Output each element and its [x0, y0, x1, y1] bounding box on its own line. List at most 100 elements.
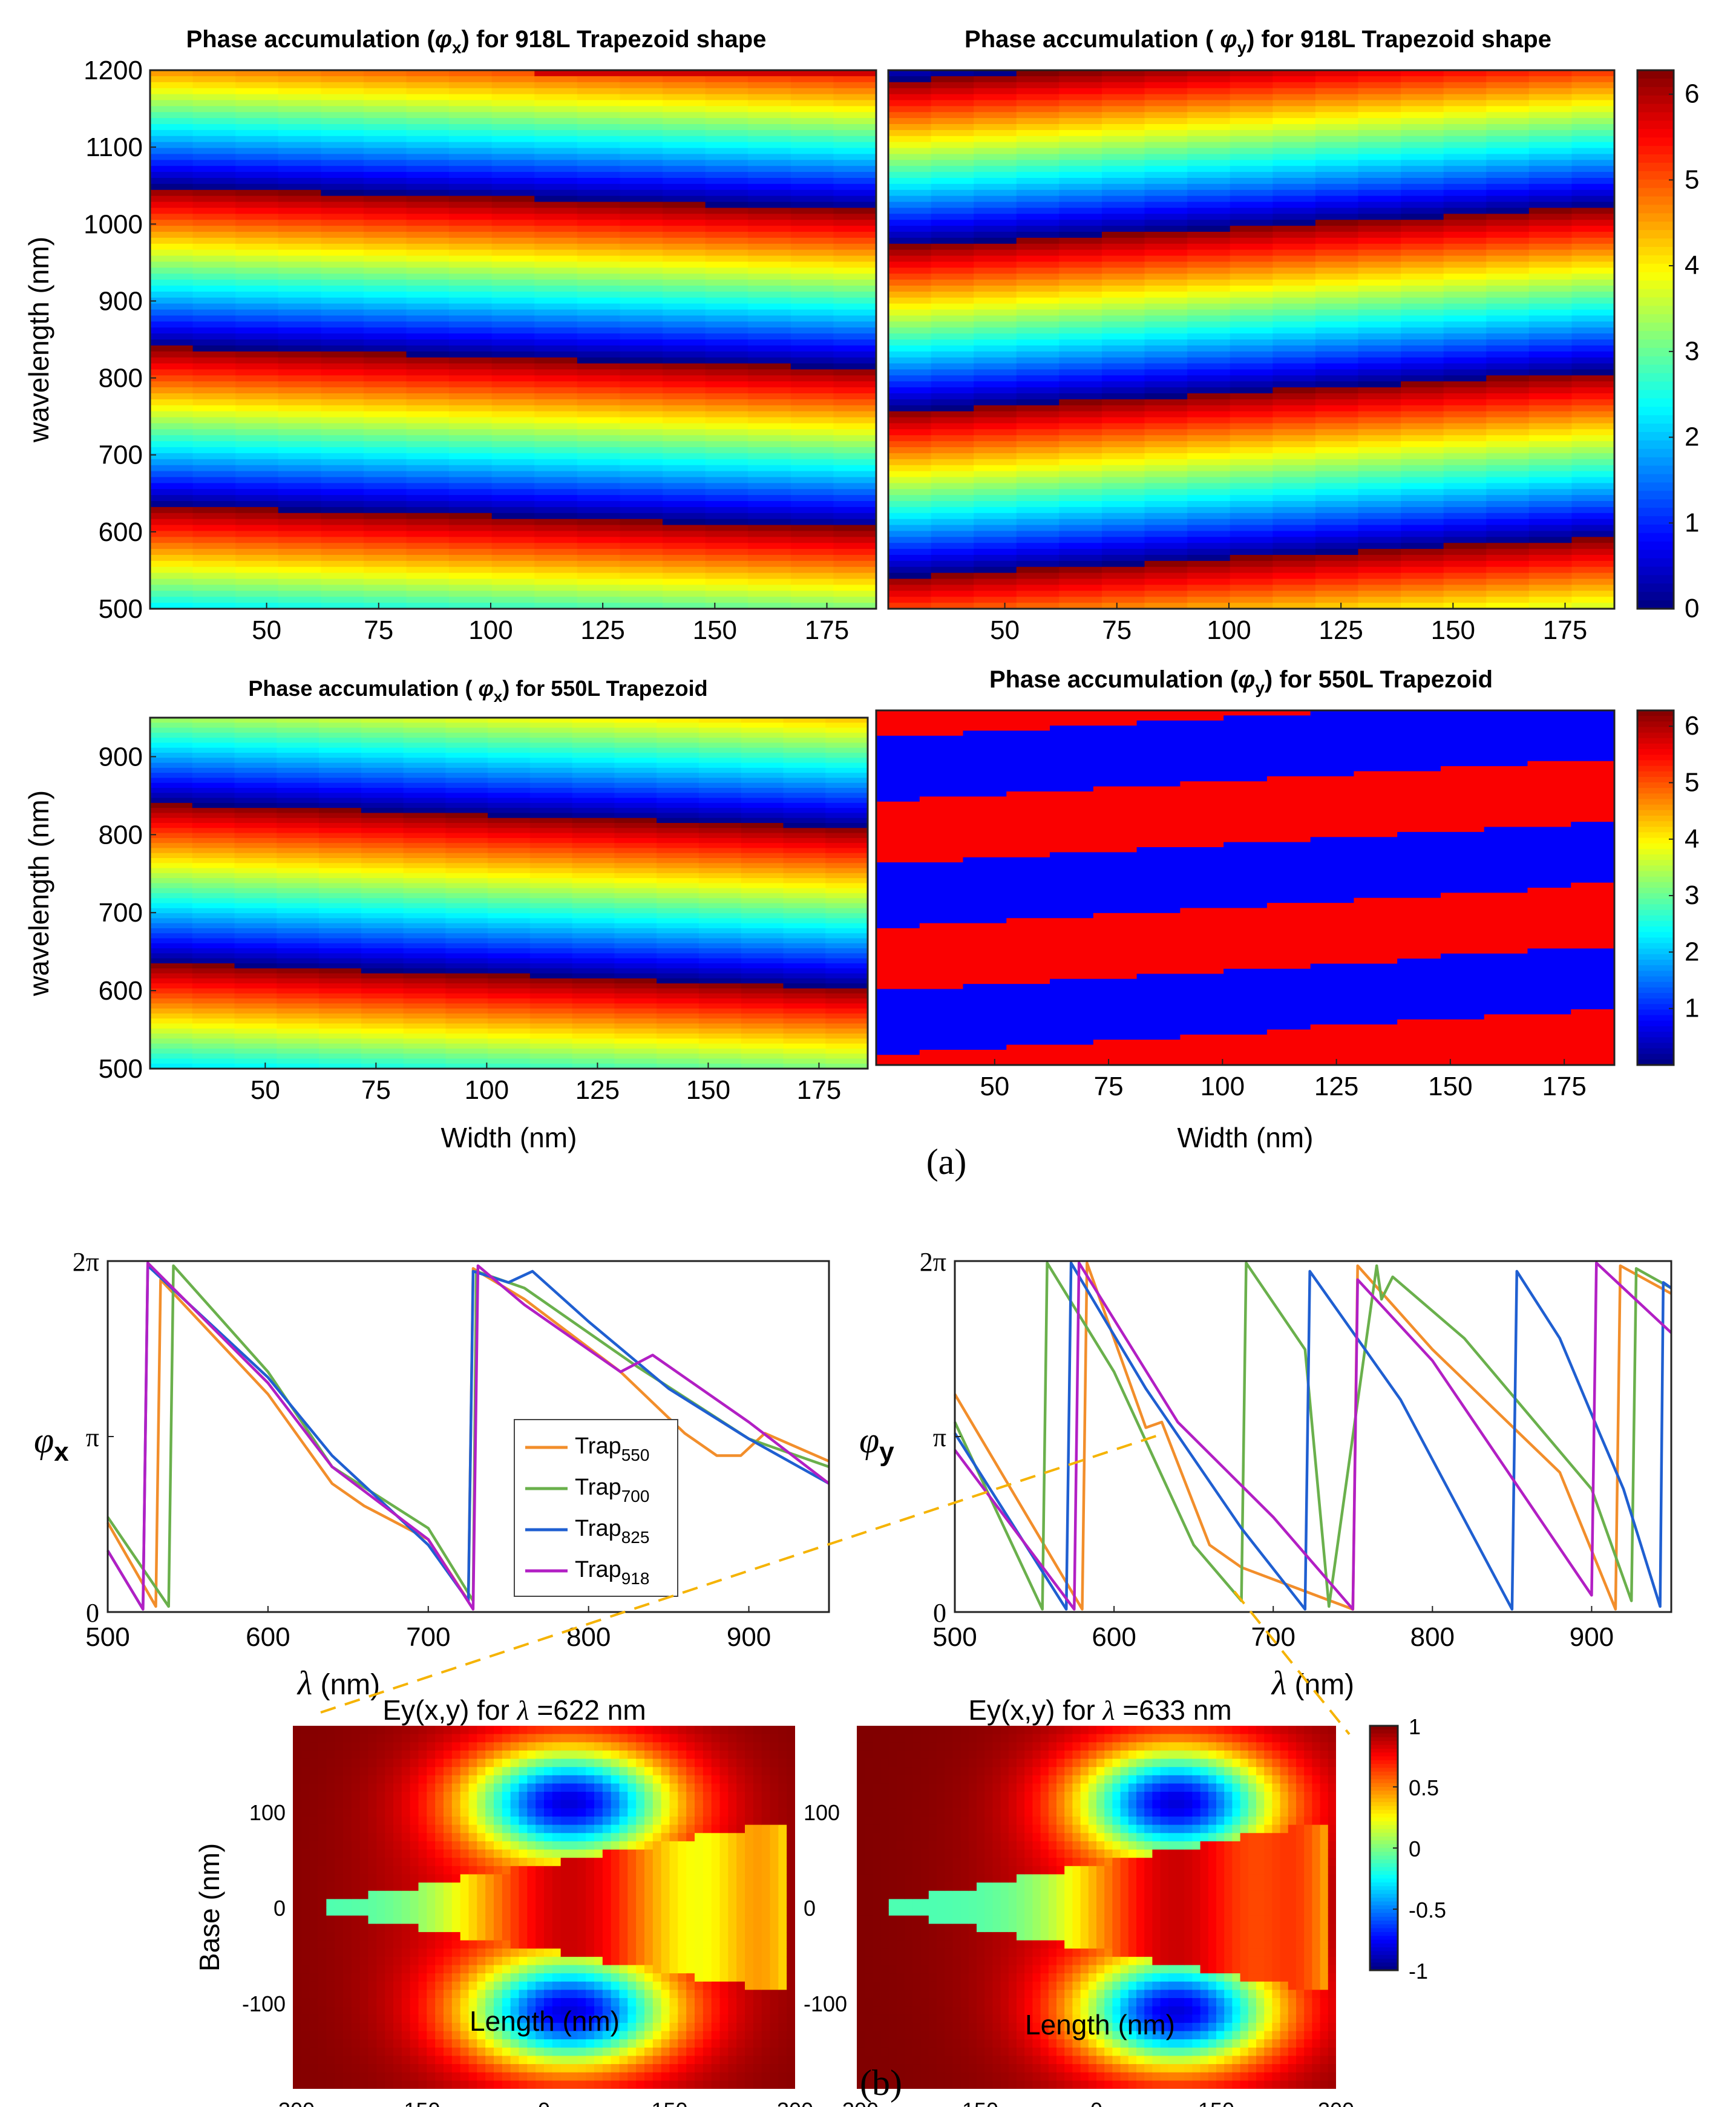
heatmap-cell: [1180, 999, 1224, 1005]
heatmap-cell: [620, 417, 663, 424]
heatmap-cell: [234, 893, 277, 899]
heatmap-cell: [1230, 183, 1273, 191]
heatmap-cell: [321, 543, 364, 549]
heatmap-cell: [1136, 831, 1181, 837]
heatmap-cell: [488, 883, 531, 889]
heatmap-cell: [449, 393, 493, 400]
heatmap-cell: [1230, 501, 1273, 508]
heatmap-cell: [534, 339, 578, 346]
heatmap-cell: [663, 88, 706, 95]
heatmap-cell: [1528, 525, 1573, 532]
heatmap-cell: [974, 345, 1017, 352]
heatmap-cell: [534, 357, 578, 364]
heatmap-cell: [1223, 918, 1268, 924]
heatmap-cell: [963, 948, 1007, 954]
heatmap-cell: [319, 723, 362, 729]
heatmap-cell: [833, 208, 876, 214]
heatmap-cell: [1315, 202, 1359, 209]
colorbar-swatch: [1637, 491, 1674, 500]
heatmap-cell: [620, 309, 663, 316]
heatmap-cell: [1443, 315, 1487, 322]
heatmap-cell: [150, 202, 194, 209]
heatmap-cell: [614, 742, 657, 749]
heatmap-cell: [192, 202, 236, 209]
heatmap-cell: [620, 303, 663, 310]
heatmap-cell: [278, 178, 321, 185]
heatmap-cell: [1443, 286, 1487, 292]
heatmap-cell: [235, 286, 279, 292]
heatmap-cell: [1358, 280, 1401, 286]
heatmap-cell: [363, 453, 407, 460]
heatmap-cell: [403, 963, 446, 969]
heatmap-cell: [577, 603, 621, 609]
heatmap-cell: [534, 106, 578, 113]
heatmap-cell: [363, 112, 407, 119]
heatmap-cell: [657, 993, 699, 999]
heatmap-cell: [705, 261, 748, 268]
heatmap-cell: [150, 417, 194, 424]
heatmap-cell: [488, 868, 531, 874]
heatmap-cell: [876, 923, 920, 929]
heatmap-cell: [1093, 1014, 1138, 1020]
heatmap-cell: [277, 738, 319, 744]
heatmap-cell: [319, 742, 362, 749]
heatmap-cell: [491, 261, 535, 268]
heatmap-cell: [1358, 166, 1401, 172]
heatmap-cell: [321, 220, 364, 226]
heatmap-cell: [1144, 178, 1188, 185]
heatmap-cell: [825, 923, 868, 929]
heatmap-cell: [150, 178, 194, 185]
heatmap-cell: [1486, 345, 1530, 352]
heatmap-cell: [321, 214, 364, 220]
heatmap-cell: [748, 172, 791, 179]
heatmap-cell: [1571, 160, 1614, 166]
heatmap-cell: [363, 566, 407, 574]
heatmap-cell: [491, 351, 535, 358]
heatmap-cell: [529, 993, 573, 999]
heatmap-cell: [150, 788, 193, 793]
heatmap-cell: [1006, 867, 1050, 873]
heatmap-cell: [278, 549, 321, 555]
heatmap-cell: [361, 843, 404, 849]
heatmap-cell: [1144, 112, 1188, 119]
heatmap-cell: [657, 813, 699, 819]
heatmap-cell: [1059, 603, 1102, 609]
heatmap-cell: [620, 381, 663, 388]
heatmap-cell: [278, 519, 321, 526]
heatmap-cell: [1059, 435, 1102, 442]
heatmap-cell: [150, 136, 194, 143]
heatmap-cell: [741, 848, 784, 854]
heatmap-cell: [1486, 357, 1530, 364]
heatmap-cell: [1528, 267, 1573, 274]
heatmap-cell: [234, 788, 277, 793]
heatmap-cell: [1187, 578, 1231, 586]
heatmap-cell: [1315, 411, 1359, 418]
heatmap-cell: [620, 274, 663, 280]
heatmap-cell: [663, 243, 706, 251]
heatmap-cell: [529, 1054, 573, 1060]
heatmap-cell: [491, 291, 535, 298]
heatmap-cell: [235, 345, 279, 352]
heatmap-cell: [963, 715, 1007, 721]
heatmap-cell: [748, 226, 791, 232]
heatmap-cell: [1443, 220, 1487, 226]
heatmap-cell: [1443, 459, 1487, 466]
heatmap-cell: [488, 793, 531, 799]
heatmap-cell: [1136, 1049, 1181, 1055]
heatmap-cell: [888, 585, 932, 591]
heatmap-cell: [1180, 903, 1224, 909]
heatmap-cell: [321, 274, 364, 280]
heatmap-cell: [1443, 489, 1487, 496]
heatmap-cell: [1101, 405, 1145, 412]
heatmap-cell: [1187, 339, 1231, 346]
heatmap-cell: [1050, 1055, 1094, 1061]
heatmap-cell: [488, 837, 531, 844]
heatmap-cell: [783, 1048, 826, 1054]
heatmap-cell: [931, 447, 974, 454]
heatmap-cell: [1050, 786, 1094, 792]
heatmap-cell: [1315, 243, 1359, 251]
heatmap-cell: [449, 154, 493, 160]
heatmap-cell: [620, 327, 663, 334]
heatmap-cell: [1059, 537, 1102, 543]
heatmap-cell: [1101, 495, 1145, 502]
